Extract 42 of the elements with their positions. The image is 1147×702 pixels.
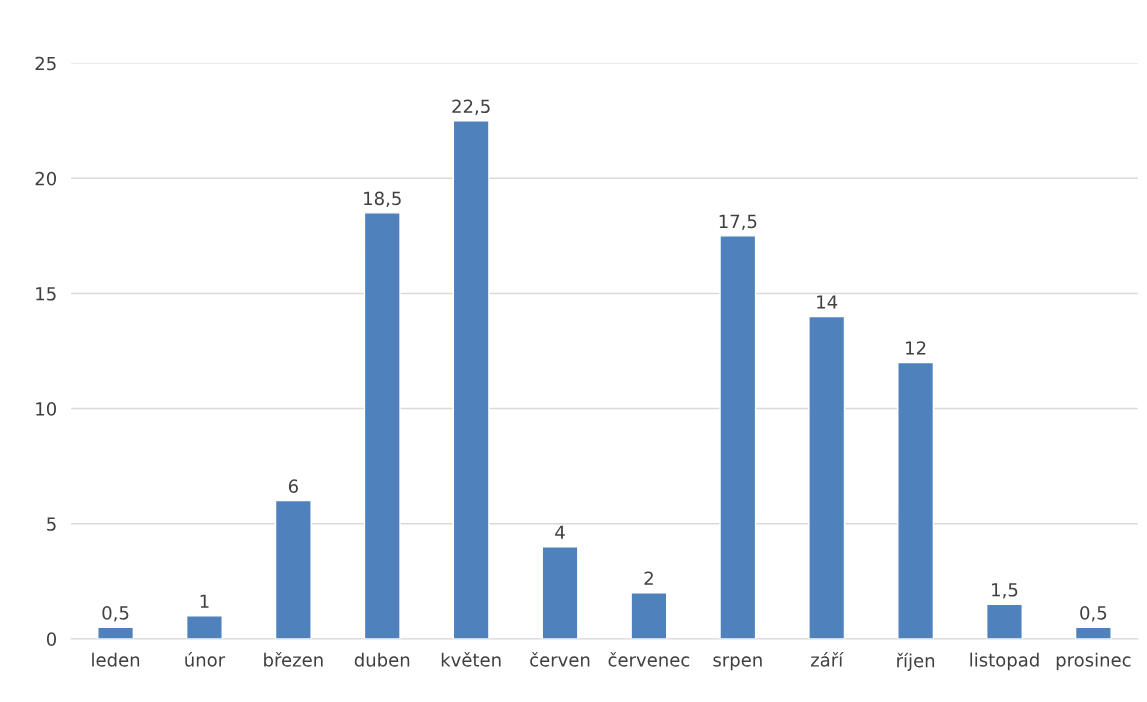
bar bbox=[274, 499, 312, 639]
bar bbox=[1074, 626, 1112, 639]
bar bbox=[986, 603, 1023, 639]
bar bbox=[897, 361, 935, 639]
bar bbox=[630, 592, 668, 639]
bar bbox=[541, 546, 579, 639]
x-tick-label: leden bbox=[92, 652, 140, 667]
data-label: 6 bbox=[288, 479, 298, 493]
bar bbox=[808, 315, 846, 639]
data-label: 17,5 bbox=[719, 214, 757, 231]
bar bbox=[185, 615, 223, 639]
x-tick-label: únor bbox=[185, 651, 226, 667]
data-label: 4 bbox=[555, 525, 565, 539]
data-label: 1 bbox=[200, 594, 209, 608]
data-label: 14 bbox=[817, 295, 838, 309]
data-label: 2 bbox=[644, 571, 653, 585]
y-tick-label: 10 bbox=[36, 402, 57, 416]
x-tick-label: září bbox=[810, 651, 844, 667]
data-label: 0,5 bbox=[102, 605, 129, 622]
x-tick-label: březen bbox=[264, 651, 323, 667]
x-tick-label: říjen bbox=[897, 652, 935, 671]
data-label: 18,5 bbox=[364, 191, 401, 208]
y-tick-label: 20 bbox=[35, 171, 57, 186]
data-label: 12 bbox=[906, 341, 926, 355]
x-tick-label: srpen bbox=[713, 656, 762, 671]
bar bbox=[719, 235, 757, 639]
x-tick-label: červenec bbox=[608, 651, 690, 667]
bar bbox=[363, 212, 401, 639]
data-label: 22,5 bbox=[452, 99, 490, 115]
x-tick-label: červen bbox=[530, 651, 590, 667]
data-label: 1,5 bbox=[992, 583, 1018, 599]
bar bbox=[97, 626, 135, 639]
x-tick-label: listopad bbox=[970, 652, 1039, 671]
y-tick-label: 25 bbox=[35, 56, 56, 71]
y-tick-label: 15 bbox=[36, 287, 56, 301]
bar bbox=[452, 120, 490, 639]
y-tick-label: 5 bbox=[47, 517, 56, 531]
data-label: 0,5 bbox=[1080, 605, 1107, 622]
y-tick-label: 0 bbox=[46, 632, 57, 646]
x-tick-label: květen bbox=[441, 651, 501, 667]
x-tick-label: prosinec bbox=[1056, 652, 1131, 671]
x-tick-label: duben bbox=[354, 652, 410, 667]
